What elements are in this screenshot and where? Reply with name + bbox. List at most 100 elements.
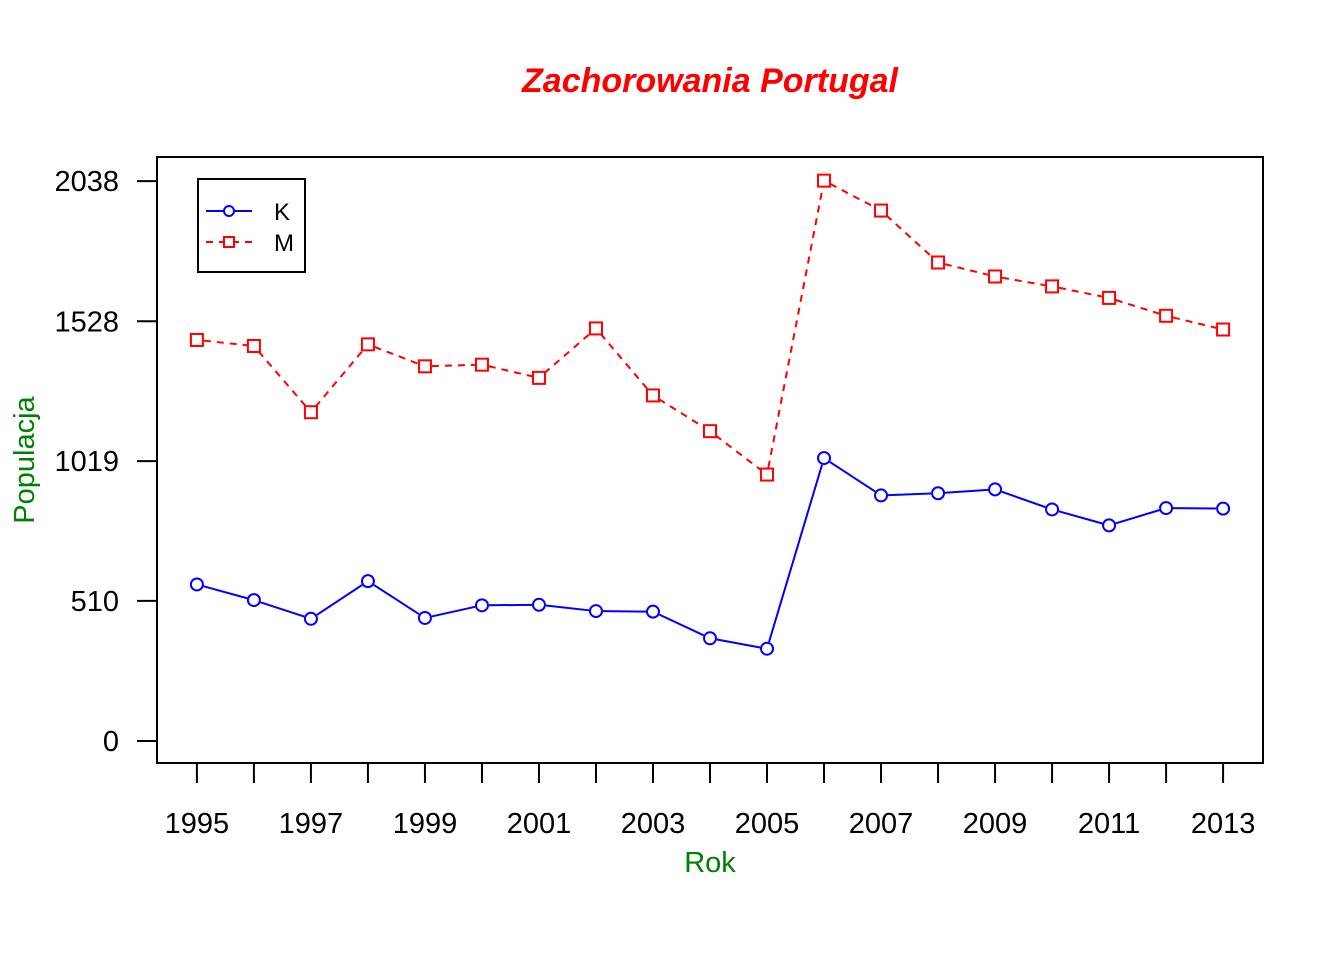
series-k-point — [1045, 502, 1060, 517]
series-k-segment — [716, 638, 761, 649]
series-m-point — [703, 424, 717, 439]
series-k-segment — [203, 585, 248, 600]
x-tick-label: 2001 — [507, 808, 572, 840]
series-m-segment — [488, 365, 533, 378]
series-m-point — [246, 338, 261, 353]
chart-title: Zachorowania Portugal — [521, 62, 899, 100]
series-m-point — [1216, 322, 1231, 337]
series-k-segment — [431, 605, 476, 618]
series-k-point — [189, 577, 204, 592]
y-axis-label: Populacja — [9, 395, 41, 523]
x-tick-label: 2005 — [735, 808, 800, 840]
series-m-point — [1045, 279, 1060, 294]
series-m-point — [360, 337, 375, 352]
series-k-point — [303, 611, 318, 626]
y-tick-label: 1019 — [54, 446, 119, 478]
series-k-segment — [373, 584, 420, 615]
series-m-segment — [829, 182, 876, 209]
series-k-point — [874, 488, 889, 503]
x-tick-label: 2009 — [963, 808, 1028, 840]
series-k-point — [988, 482, 1003, 497]
series-m-segment — [658, 398, 705, 429]
x-tick-label: 1997 — [279, 808, 344, 840]
series-m-segment — [1001, 276, 1046, 287]
series-m-point — [1159, 308, 1174, 323]
y-tick-label: 1528 — [54, 306, 119, 338]
x-axis-label: Rok — [684, 847, 736, 879]
series-m-segment — [1172, 316, 1217, 329]
series-m-segment — [714, 434, 763, 472]
series-m-segment — [599, 333, 650, 391]
series-k-point — [588, 604, 603, 619]
series-k-point — [931, 486, 946, 501]
legend-marker — [223, 205, 235, 217]
series-m-point — [817, 173, 832, 188]
series-k-point — [531, 597, 546, 612]
x-tick-label: 1995 — [165, 808, 230, 840]
series-k-point — [760, 641, 775, 656]
series-k-segment — [1058, 510, 1103, 525]
series-m-point — [988, 269, 1003, 284]
series-k-point — [817, 451, 832, 466]
series-m-point — [189, 332, 204, 347]
series-k-point — [246, 593, 261, 608]
x-tick-label: 2003 — [621, 808, 686, 840]
legend: KM — [197, 178, 306, 273]
legend-entry-k: K — [206, 199, 290, 226]
series-m-segment — [203, 339, 248, 347]
y-tick-label: 0 — [103, 726, 119, 758]
series-m-segment — [257, 350, 308, 408]
legend-marker — [223, 236, 235, 248]
series-k-segment — [658, 613, 705, 637]
series-k-segment — [887, 492, 932, 497]
x-tick-label: 2007 — [849, 808, 914, 840]
series-k-segment — [260, 601, 305, 618]
series-m-point — [531, 370, 546, 385]
series-k — [189, 451, 1231, 656]
series-m-segment — [314, 349, 365, 408]
series-m-segment — [885, 214, 934, 259]
series-m-point — [474, 357, 489, 372]
x-axis: 1995 1997 1999 2001 2003 2005 2007 2009 2011 2013 — [165, 763, 1256, 840]
x-tick-label: 2013 — [1191, 808, 1256, 840]
legend-label: M — [274, 230, 294, 257]
x-tick-label: 1999 — [393, 808, 458, 840]
series-m-point — [931, 255, 946, 270]
legend-box — [197, 178, 306, 273]
series-m-point — [874, 203, 889, 218]
y-tick-label: 510 — [71, 586, 119, 618]
series-m-segment — [767, 187, 824, 468]
series-m-point — [1102, 290, 1117, 305]
series-k-segment — [1115, 509, 1160, 525]
series-m-point — [645, 388, 660, 403]
plot-area-frame — [156, 156, 1264, 764]
y-axis: 0 510 1019 1528 2038 — [54, 166, 157, 758]
series-k-point — [1159, 501, 1174, 516]
x-tick-label: 2011 — [1078, 808, 1140, 840]
series-k-point — [1216, 501, 1231, 516]
series-k-segment — [768, 464, 823, 643]
y-tick-label: 2038 — [54, 166, 119, 198]
series-layer — [189, 173, 1231, 656]
series-m-point — [303, 405, 318, 420]
series-k-segment — [829, 461, 876, 493]
series-k-segment — [545, 604, 590, 612]
legend-entry-m: M — [206, 230, 294, 257]
series-m-point — [417, 359, 432, 374]
series-m-point — [760, 467, 775, 482]
series-m-point — [588, 321, 603, 336]
series-k-point — [360, 574, 375, 589]
series-k-segment — [1001, 490, 1046, 509]
series-m-segment — [944, 263, 989, 276]
series-m-segment — [1115, 299, 1160, 315]
series-m-segment — [374, 345, 419, 365]
series-k-point — [417, 610, 432, 625]
series-k-point — [645, 604, 660, 619]
series-m — [189, 173, 1231, 482]
series-k-segment — [944, 488, 989, 494]
series-k-segment — [316, 584, 363, 616]
series-m-segment — [543, 332, 592, 375]
series-k-point — [703, 631, 717, 646]
series-k-point — [1102, 518, 1117, 533]
